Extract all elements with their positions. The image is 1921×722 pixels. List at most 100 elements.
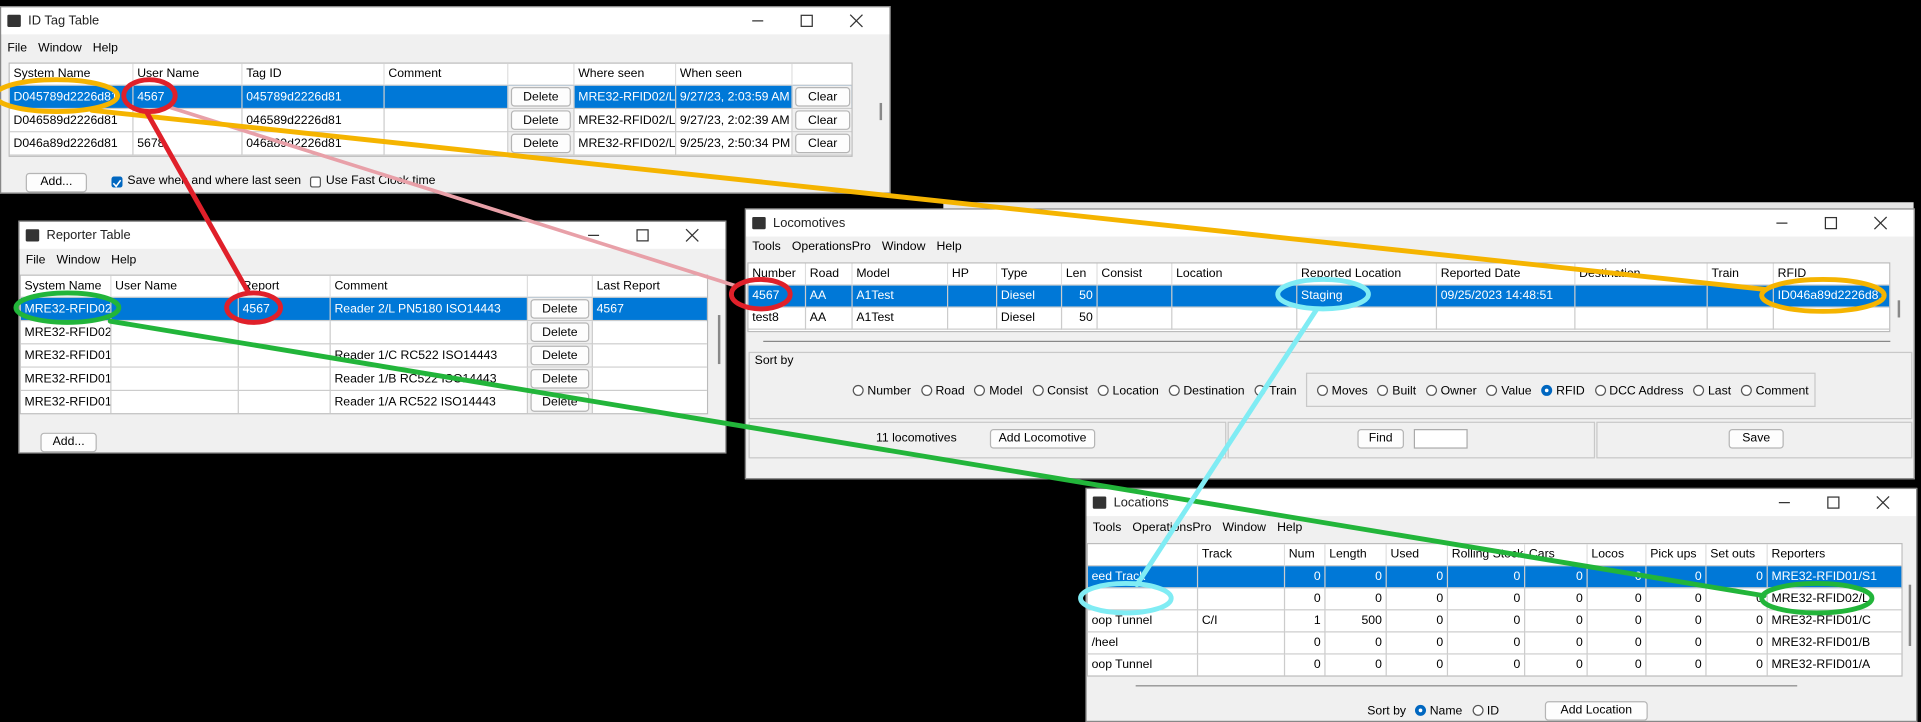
table-row[interactable]: MRE32-RFID02/L4567Reader 2/L PN5180 ISO1… xyxy=(20,297,707,322)
menu-item[interactable]: Window xyxy=(38,41,82,56)
table-row[interactable]: eed Track 0 0 0 0 0 0 0 0 MRE32-RFID01/S1 xyxy=(1087,566,1902,589)
radio-option[interactable]: DCC Address xyxy=(1594,384,1683,398)
radio-button[interactable] xyxy=(1594,384,1606,396)
menu-item[interactable]: Help xyxy=(92,41,118,56)
radio-option[interactable]: Destination xyxy=(1168,384,1245,398)
maximize[interactable] xyxy=(1827,496,1840,509)
button[interactable]: Add... xyxy=(40,432,97,453)
maximize[interactable] xyxy=(1824,216,1838,230)
row-button[interactable]: Delete xyxy=(530,392,590,412)
column-header[interactable]: Length xyxy=(1325,544,1387,567)
checkbox[interactable] xyxy=(111,176,123,188)
column-header[interactable]: Pick ups xyxy=(1646,544,1707,567)
table-row[interactable]: MRE32-RFID01/A Reader 1/A RC522 ISO14443D… xyxy=(20,391,707,414)
close[interactable] xyxy=(685,228,699,242)
row-button[interactable]: Delete xyxy=(530,345,590,366)
radio-option[interactable]: Location xyxy=(1097,384,1159,398)
row-button[interactable]: Delete xyxy=(530,368,590,389)
checkbox[interactable] xyxy=(309,176,321,188)
column-header[interactable]: Location xyxy=(1172,263,1298,286)
column-header[interactable]: Tag ID xyxy=(242,63,385,86)
menu-item[interactable]: Tools xyxy=(752,240,781,254)
row-button[interactable]: Delete xyxy=(510,133,571,154)
table-row[interactable]: 4567 AA A1Test Diesel 50 Staging 09/25/2023 14… xyxy=(748,285,1890,308)
table-row[interactable]: D046a89d2226d81 5678 046a89d2226d81 Delete M… xyxy=(9,132,852,156)
radio-button[interactable] xyxy=(1486,384,1498,396)
menu-item[interactable]: Window xyxy=(881,240,926,254)
button[interactable]: Find xyxy=(1357,429,1404,449)
column-header[interactable]: Train xyxy=(1707,263,1774,286)
column-header[interactable]: Where seen xyxy=(574,63,677,86)
table-row[interactable]: /heel 0 0 0 0 0 0 0 0 MRE32-RFID01/B xyxy=(1087,632,1902,655)
column-header[interactable]: User Name xyxy=(111,275,239,298)
column-header[interactable]: Len xyxy=(1062,263,1098,286)
column-header[interactable] xyxy=(792,63,852,86)
window-buttons[interactable] xyxy=(1774,494,1909,511)
row-button[interactable]: Delete xyxy=(510,110,571,130)
radio-option[interactable]: Train xyxy=(1254,384,1297,398)
column-header[interactable]: Num xyxy=(1285,544,1326,567)
column-header[interactable]: Model xyxy=(852,263,949,286)
radio-option[interactable]: ID xyxy=(1472,704,1499,718)
radio-button[interactable] xyxy=(920,384,932,396)
radio-option[interactable]: Value xyxy=(1486,384,1532,398)
table-row[interactable]: test8 AA A1Test Diesel 50 xyxy=(748,307,1890,330)
menu-item[interactable]: Help xyxy=(936,240,962,254)
column-header[interactable]: Rolling Stock xyxy=(1448,544,1526,567)
radio-button[interactable] xyxy=(1693,384,1705,396)
row-button[interactable]: Clear xyxy=(795,133,851,154)
radio-button[interactable] xyxy=(1541,384,1553,396)
table-row[interactable]: oop Tunnel 0 0 0 0 0 0 0 0 MRE32-RFID01/A xyxy=(1087,654,1902,676)
column-header[interactable]: Cars xyxy=(1525,544,1588,567)
column-header[interactable]: User Name xyxy=(133,63,243,86)
table-row[interactable]: 0 0 0 0 0 0 0 0 MRE32-RFID02/L xyxy=(1087,588,1902,611)
find-input[interactable] xyxy=(1413,429,1468,449)
column-header[interactable]: Reporters xyxy=(1767,544,1902,567)
radio-button[interactable] xyxy=(1414,704,1427,716)
close[interactable] xyxy=(1873,216,1888,230)
radio-button[interactable] xyxy=(1097,384,1109,396)
radio-option[interactable]: Comment xyxy=(1740,384,1809,398)
menu-item[interactable]: Tools xyxy=(1092,520,1122,535)
column-header[interactable]: Consist xyxy=(1097,263,1173,286)
menu-item[interactable]: Help xyxy=(1277,520,1303,535)
column-header[interactable] xyxy=(528,275,593,298)
column-header[interactable]: Comment xyxy=(384,63,509,86)
window-buttons[interactable] xyxy=(1771,215,1906,232)
radio-option[interactable]: Moves xyxy=(1316,384,1368,398)
column-header[interactable]: Reported Date xyxy=(1437,263,1576,286)
column-header[interactable] xyxy=(508,63,575,86)
radio-button[interactable] xyxy=(974,384,986,396)
table-row[interactable]: MRE32-RFID01/B Reader 1/B RC522 ISO14443D… xyxy=(20,367,707,392)
row-button[interactable]: Clear xyxy=(795,110,851,130)
column-header[interactable]: HP xyxy=(948,263,998,286)
radio-button[interactable] xyxy=(852,384,864,396)
window-buttons[interactable] xyxy=(583,227,718,244)
menu-item[interactable]: File xyxy=(7,41,28,56)
radio-option[interactable]: Last xyxy=(1693,384,1731,398)
radio-option[interactable]: Consist xyxy=(1032,384,1088,398)
row-button[interactable]: Clear xyxy=(795,87,851,107)
menu-item[interactable]: OperationsPro xyxy=(1132,520,1212,535)
column-header[interactable]: System Name xyxy=(9,63,134,86)
column-header[interactable]: RFID xyxy=(1773,263,1890,286)
close[interactable] xyxy=(1876,496,1890,510)
radio-button[interactable] xyxy=(1032,384,1044,396)
menu-item[interactable]: Window xyxy=(56,253,101,268)
radio-option[interactable]: Model xyxy=(974,384,1023,398)
button[interactable]: Add Locomotive xyxy=(989,429,1096,449)
table-row[interactable]: MRE32-RFID01/C Reader 1/C RC522 ISO14443D… xyxy=(20,344,707,368)
maximize[interactable] xyxy=(800,14,813,27)
column-header[interactable]: Reported Location xyxy=(1297,263,1438,286)
radio-option[interactable]: RFID xyxy=(1541,384,1585,398)
close[interactable] xyxy=(849,14,863,28)
radio-button[interactable] xyxy=(1168,384,1180,396)
row-button[interactable]: Delete xyxy=(530,322,590,342)
table-row[interactable]: D045789d2226d81 4567 045789d2226d81 Delete M… xyxy=(9,85,852,110)
menu-item[interactable]: Window xyxy=(1222,520,1267,535)
row-button[interactable]: Delete xyxy=(530,299,590,319)
radio-option[interactable]: Built xyxy=(1377,384,1416,398)
button[interactable]: Add Location xyxy=(1544,701,1648,721)
row-button[interactable]: Delete xyxy=(510,87,571,107)
column-header[interactable]: Road xyxy=(806,263,853,286)
